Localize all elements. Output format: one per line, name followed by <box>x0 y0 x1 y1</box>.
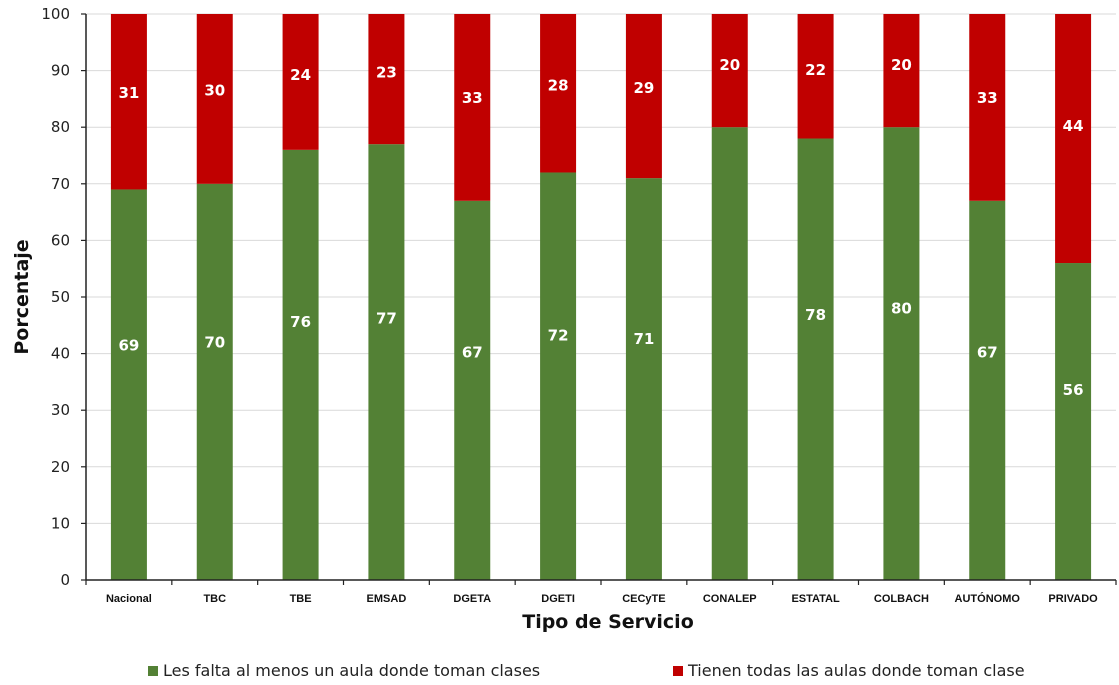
bar-value-label: 23 <box>376 64 397 82</box>
y-tick-label: 0 <box>60 571 70 589</box>
bar-segment-green <box>883 127 920 580</box>
bar-segment-red <box>797 14 834 139</box>
x-tick-labels: Nacional TBC TBE EMSAD DGETA DGETI CECyTE CONAL… <box>106 592 1098 605</box>
x-tick-label: CECyTE <box>622 593 665 605</box>
bar-segment-green <box>368 144 405 580</box>
bar-value-label: 28 <box>548 76 569 94</box>
bar-segment-red <box>711 14 748 128</box>
bar-value-label: 67 <box>462 343 483 361</box>
bar-segment-green <box>797 138 834 580</box>
x-tick-label: AUTÓNOMO <box>955 592 1021 605</box>
y-tick-label: 10 <box>51 514 70 532</box>
legend: Les falta al menos un aula donde toman c… <box>148 661 1025 680</box>
bar-value-label: 71 <box>633 330 654 348</box>
y-tick-label: 30 <box>51 401 70 419</box>
x-tick-label: EMSAD <box>367 593 407 605</box>
bar-value-label: 76 <box>290 313 311 331</box>
bar-value-label: 72 <box>548 326 569 344</box>
bar-segment-red <box>1055 14 1092 264</box>
bar-value-label: 20 <box>891 56 912 74</box>
y-tick-label: 40 <box>51 345 70 363</box>
bar-segment-red <box>625 14 662 179</box>
bar-segment-green <box>110 189 147 580</box>
bar-value-label: 33 <box>462 89 483 107</box>
y-tick-labels: 0 10 20 30 40 50 60 70 80 90 100 <box>41 5 70 589</box>
y-tick-label: 100 <box>41 5 70 23</box>
bar-segment-green <box>625 178 662 580</box>
bar-segment-red <box>110 14 147 190</box>
bar-segment-red <box>540 14 577 173</box>
bar-value-label: 29 <box>633 79 654 97</box>
bar-value-label: 20 <box>719 56 740 74</box>
bar-segment-red <box>368 14 405 145</box>
bar-segment-green <box>196 183 233 581</box>
y-tick-label: 90 <box>51 62 70 80</box>
bar-value-label: 31 <box>118 84 139 102</box>
legend-label-series-2: Tienen todas las aulas donde toman clase <box>687 661 1025 680</box>
bar-segment-green <box>282 149 319 580</box>
bar-segment-green <box>1055 263 1092 580</box>
axes <box>81 13 1117 585</box>
x-tick-label: Nacional <box>106 593 152 605</box>
y-tick-label: 80 <box>51 118 70 136</box>
bar-segment-red <box>454 14 491 201</box>
x-tick-label: ESTATAL <box>791 593 840 605</box>
x-tick-label: TBC <box>203 593 226 605</box>
bars <box>110 14 1092 581</box>
x-tick-label: COLBACH <box>874 593 929 605</box>
y-tick-label: 20 <box>51 458 70 476</box>
bar-value-label: 70 <box>204 333 225 351</box>
x-tick-label: TBE <box>290 593 312 605</box>
x-tick-label: PRIVADO <box>1048 593 1098 605</box>
bar-value-label: 80 <box>891 299 912 317</box>
bar-value-label: 56 <box>1063 381 1084 399</box>
bar-value-label: 77 <box>376 310 397 328</box>
bar-value-label: 33 <box>977 89 998 107</box>
y-tick-label: 60 <box>51 231 70 249</box>
x-tick-label: CONALEP <box>703 593 757 605</box>
bar-segment-green <box>711 127 748 580</box>
y-axis-title: Porcentaje <box>11 239 33 354</box>
bar-segment-green <box>454 200 491 580</box>
bar-segment-green <box>969 200 1006 580</box>
bar-value-label: 22 <box>805 61 826 79</box>
x-tick-label: DGETI <box>541 593 575 605</box>
y-tick-label: 50 <box>51 288 70 306</box>
bar-segment-red <box>883 14 920 128</box>
bar-value-label: 69 <box>118 337 139 355</box>
bar-value-label: 44 <box>1063 117 1084 135</box>
legend-label-series-1: Les falta al menos un aula donde toman c… <box>163 661 540 680</box>
x-axis-title: Tipo de Servicio <box>522 611 694 633</box>
bar-segment-red <box>969 14 1006 201</box>
bar-segment-green <box>540 172 577 581</box>
legend-swatch-series-2 <box>673 666 683 676</box>
gridlines <box>86 13 1116 524</box>
y-tick-label: 70 <box>51 175 70 193</box>
bar-segment-red <box>282 14 319 150</box>
bar-value-label: 24 <box>290 66 311 84</box>
bar-value-label: 30 <box>204 81 225 99</box>
x-tick-label: DGETA <box>453 593 491 605</box>
bar-value-label: 67 <box>977 343 998 361</box>
bar-segment-red <box>196 14 233 184</box>
bar-labels: 69 31 70 30 76 24 77 23 67 33 72 28 71 29 20 78 22 80 20 67… <box>118 56 1083 399</box>
legend-swatch-series-1 <box>148 666 158 676</box>
bar-value-label: 78 <box>805 306 826 324</box>
